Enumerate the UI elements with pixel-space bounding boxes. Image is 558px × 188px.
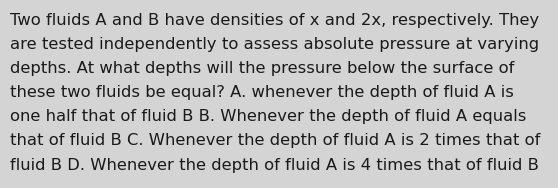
Text: fluid B D. Whenever the depth of fluid A is 4 times that of fluid B: fluid B D. Whenever the depth of fluid A… [10, 158, 539, 173]
Text: one half that of fluid B B. Whenever the depth of fluid A equals: one half that of fluid B B. Whenever the… [10, 109, 526, 124]
Text: depths. At what depths will the pressure below the surface of: depths. At what depths will the pressure… [10, 61, 514, 76]
Text: these two fluids be equal? A. whenever the depth of fluid A is: these two fluids be equal? A. whenever t… [10, 85, 514, 100]
Text: that of fluid B C. Whenever the depth of fluid A is 2 times that of: that of fluid B C. Whenever the depth of… [10, 133, 540, 149]
Text: are tested independently to assess absolute pressure at varying: are tested independently to assess absol… [10, 37, 539, 52]
Text: Two fluids A and B have densities of x and 2x, respectively. They: Two fluids A and B have densities of x a… [10, 13, 539, 28]
